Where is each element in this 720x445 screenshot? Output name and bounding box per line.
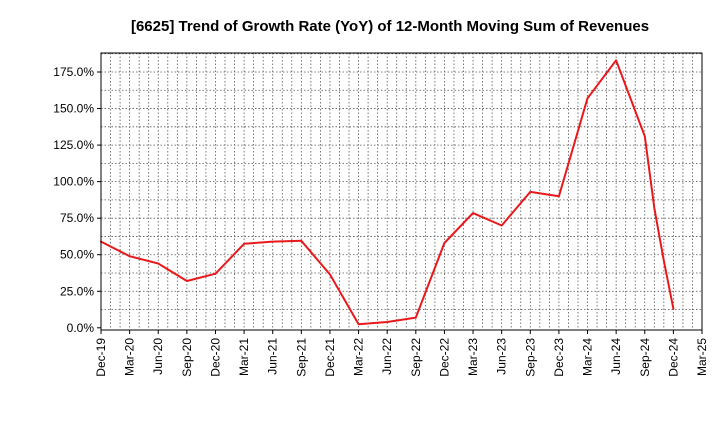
plot-area-frame [101,53,702,330]
y-tick-label: 0.0% [67,321,95,335]
x-tick-label: Jun-22 [380,338,394,375]
x-tick-label: Sep-22 [409,338,423,377]
x-tick-label: Dec-21 [323,338,337,377]
x-tick-label: Jun-23 [495,338,509,375]
x-tick-label: Mar-25 [695,338,709,376]
x-tick-label: Sep-20 [180,338,194,377]
y-tick-label: 75.0% [60,211,94,225]
x-tick-label: Mar-24 [581,338,595,376]
x-tick-label: Mar-22 [352,338,366,376]
y-tick-label: 125.0% [53,138,94,152]
y-tick-label: 100.0% [53,175,94,189]
x-tick-label: Mar-23 [466,338,480,376]
x-tick-label: Mar-20 [123,338,137,376]
x-tick-label: Dec-20 [208,338,222,377]
x-tick-label: Sep-21 [294,338,308,377]
x-tick-label: Dec-24 [666,338,680,377]
x-tick-label: Dec-19 [94,338,108,377]
x-tick-label: Sep-24 [638,338,652,377]
x-tick-label: Jun-20 [151,338,165,375]
x-tick-label: Jun-24 [609,338,623,375]
chart-title: [6625] Trend of Growth Rate (YoY) of 12-… [131,18,649,35]
x-tick-label: Mar-21 [237,338,251,376]
y-tick-label: 150.0% [53,102,94,116]
x-tick-label: Sep-23 [523,338,537,377]
y-tick-label: 175.0% [53,65,94,79]
grid-lines [101,53,702,330]
y-tick-label: 25.0% [60,284,94,298]
x-tick-label: Dec-23 [552,338,566,377]
y-tick-label: 50.0% [60,248,94,262]
x-tick-label: Jun-21 [266,338,280,375]
x-tick-label: Dec-22 [437,338,451,377]
